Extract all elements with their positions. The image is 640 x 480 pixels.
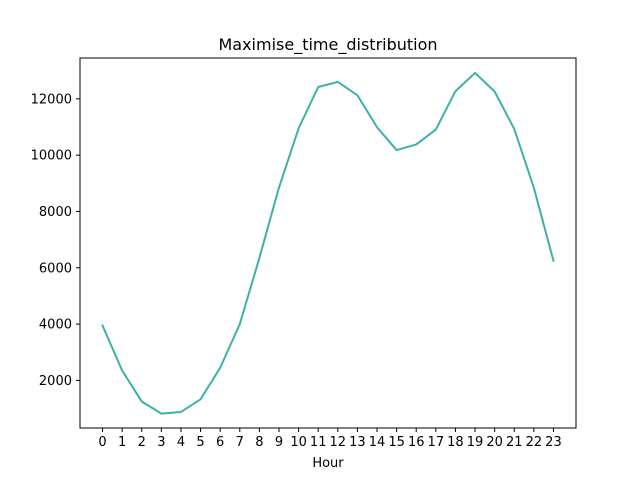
y-tick-label: 10000: [31, 149, 72, 164]
x-tick-label: 21: [506, 435, 523, 450]
x-tick-label: 12: [330, 435, 347, 450]
x-tick-label: 0: [98, 435, 106, 450]
x-tick-label: 1: [118, 435, 126, 450]
x-tick-label: 4: [177, 435, 185, 450]
plot-area: [79, 57, 577, 429]
x-tick-label: 19: [467, 435, 484, 450]
chart-title: Maximise_time_distribution: [218, 35, 437, 55]
series-line-0: [101, 71, 555, 415]
x-axis: 0 1 2 3 4 5 6 7 8 9 10 11 12 13 14 15 16 17 18 19 20 21 22 23: [98, 428, 562, 450]
series-layer: [101, 71, 555, 415]
x-tick-label: 11: [310, 435, 327, 450]
x-tick-label: 16: [408, 435, 425, 450]
y-tick-label: 2000: [39, 374, 72, 389]
x-tick-label: 15: [388, 435, 405, 450]
x-tick-label: 23: [545, 435, 562, 450]
x-tick-label: 5: [196, 435, 204, 450]
x-tick-label: 13: [349, 435, 366, 450]
y-tick-label: 12000: [31, 92, 72, 107]
x-tick-label: 20: [486, 435, 503, 450]
x-tick-label: 10: [290, 435, 307, 450]
y-tick-label: 6000: [39, 261, 72, 276]
x-tick-label: 9: [275, 435, 283, 450]
x-tick-label: 22: [526, 435, 543, 450]
y-tick-label: 8000: [39, 205, 72, 220]
y-tick-label: 4000: [39, 318, 72, 333]
x-tick-label: 7: [236, 435, 244, 450]
x-tick-label: 17: [428, 435, 445, 450]
x-tick-label: 2: [138, 435, 146, 450]
x-tick-label: 14: [369, 435, 386, 450]
y-axis: 2000 4000 6000 8000 10000 12000: [31, 92, 80, 389]
x-tick-label: 8: [255, 435, 263, 450]
x-axis-label: Hour: [312, 456, 344, 471]
x-tick-label: 18: [447, 435, 464, 450]
x-tick-label: 6: [216, 435, 224, 450]
x-tick-label: 3: [157, 435, 165, 450]
